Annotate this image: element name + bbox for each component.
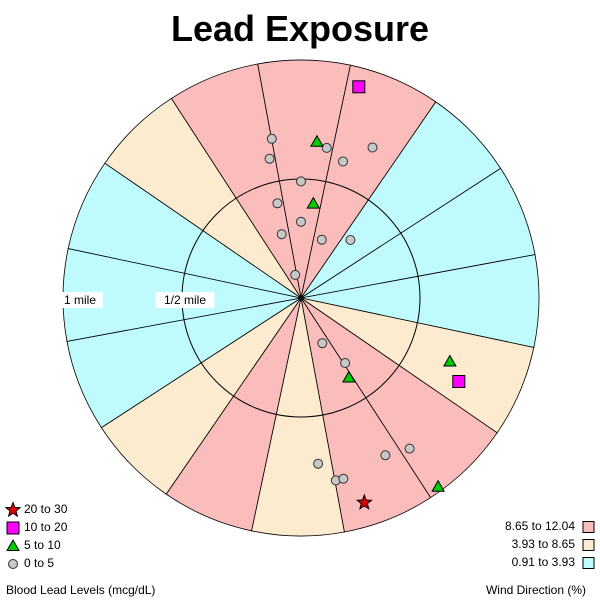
data-point-26: [338, 473, 349, 484]
data-points: [264, 80, 466, 510]
legend-label-20-30: 20 to 30: [24, 502, 68, 516]
data-point-10: [321, 142, 332, 153]
legend-swatch-high: [582, 521, 595, 533]
data-point-15: [276, 229, 287, 240]
data-point-2: [306, 196, 321, 209]
ring-label-bg-0: [57, 292, 103, 308]
data-point-19: [290, 269, 301, 280]
data-point-4: [443, 354, 457, 367]
data-point-22: [380, 450, 391, 461]
ring-label-bg-1: [155, 292, 215, 308]
data-point-24: [313, 458, 324, 469]
wind-sectors: [62, 59, 540, 537]
data-point-23: [404, 443, 415, 454]
data-point-5: [342, 370, 356, 383]
data-point-9: [264, 153, 275, 164]
legend-marker-0-5: [8, 559, 18, 569]
data-point-21: [340, 358, 351, 368]
legend-marker-10-20: [6, 521, 20, 535]
legend-label-high: 8.65 to 12.04: [504, 519, 575, 533]
chart-title: Lead Exposure: [170, 8, 430, 49]
legend-label-5-10: 5 to 10: [24, 538, 61, 552]
legend-marker-5-10: [6, 538, 20, 551]
data-point-7: [355, 493, 373, 510]
data-point-0: [352, 80, 366, 94]
ring-label-0: 1 mile: [64, 293, 96, 307]
legend-label-10-20: 10 to 20: [24, 520, 68, 534]
data-point-11: [367, 142, 378, 153]
blood-lead-legend-markers: [4, 501, 22, 569]
wind-sector-15: [170, 63, 302, 299]
data-point-20: [317, 338, 328, 349]
data-point-3: [452, 375, 466, 388]
wind-direction-legend-swatches: [582, 521, 595, 569]
blood-lead-legend-title: Blood Lead Levels (mcg/dL): [6, 583, 156, 597]
data-point-18: [316, 234, 327, 245]
data-point-8: [266, 133, 277, 144]
legend-swatch-low: [582, 557, 595, 569]
data-point-6: [431, 479, 445, 492]
legend-swatch-mid: [582, 539, 595, 551]
data-point-12: [338, 156, 348, 167]
legend-marker-20-30: [4, 501, 22, 518]
data-point-1: [310, 134, 324, 147]
data-point-16: [296, 216, 306, 227]
data-point-14: [272, 198, 283, 209]
data-point-13: [296, 176, 306, 187]
legend-label-0-5: 0 to 5: [24, 556, 55, 570]
data-point-17: [345, 235, 356, 245]
legend-label-mid: 3.93 to 8.65: [511, 537, 575, 551]
wind-direction-legend-title: Wind Direction (%): [485, 583, 586, 597]
ring-label-1: 1/2 mile: [164, 293, 206, 307]
ring-labels: 1 mile 1/2 mile: [57, 292, 215, 308]
legend-label-low: 0.91 to 3.93: [511, 555, 575, 569]
